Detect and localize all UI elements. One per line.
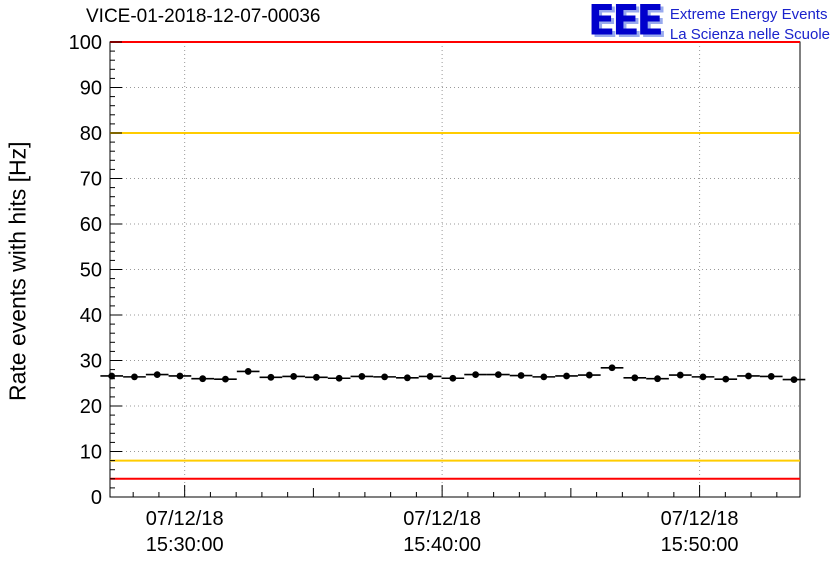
data-point bbox=[403, 374, 411, 382]
y-tick-label: 90 bbox=[80, 78, 102, 100]
data-point bbox=[335, 374, 343, 382]
data-point bbox=[244, 368, 252, 375]
data-point bbox=[472, 371, 479, 379]
y-tick-label: 60 bbox=[80, 214, 102, 236]
data-point bbox=[631, 374, 639, 382]
data-point bbox=[199, 375, 207, 383]
y-tick-label: 70 bbox=[80, 169, 102, 191]
eee-logo: EEE Extreme Energy Events La Scienza nel… bbox=[587, 0, 830, 46]
data-point bbox=[745, 372, 752, 380]
y-tick-label: 0 bbox=[91, 487, 102, 509]
y-tick-label: 20 bbox=[80, 396, 102, 418]
data-point bbox=[767, 373, 775, 380]
x-tick-time: 15:40:00 bbox=[403, 534, 481, 556]
data-point bbox=[290, 373, 298, 380]
data-point bbox=[358, 373, 366, 380]
eee-logo-acronym: EEE bbox=[587, 0, 664, 46]
eee-logo-text: Extreme Energy Events La Scienza nelle S… bbox=[670, 2, 830, 46]
x-tick-time: 15:50:00 bbox=[661, 534, 739, 556]
x-tick-date: 07/12/18 bbox=[146, 508, 224, 530]
data-point bbox=[540, 373, 548, 381]
data-point bbox=[176, 372, 184, 380]
axis-ticks bbox=[110, 41, 778, 498]
data-point bbox=[517, 372, 525, 379]
data-point bbox=[153, 371, 161, 379]
y-tick-label: 100 bbox=[69, 32, 102, 54]
x-tick-date: 07/12/18 bbox=[403, 508, 481, 530]
data-point bbox=[563, 372, 570, 380]
data-point bbox=[267, 373, 275, 381]
plot-title: VICE-01-2018-12-07-00036 bbox=[86, 6, 321, 27]
data-point bbox=[222, 375, 229, 383]
data-point bbox=[108, 372, 116, 380]
data-series-rate-events-with-hits bbox=[100, 364, 806, 384]
data-point bbox=[699, 373, 707, 381]
data-point bbox=[131, 373, 138, 381]
data-point bbox=[494, 371, 502, 379]
data-point bbox=[790, 376, 798, 384]
tick-labels: 0 10 20 30 40 50 60 70 80 90 100 07/12/18 15:30:00 07… bbox=[69, 32, 739, 556]
data-point bbox=[608, 364, 616, 372]
y-tick-label: 50 bbox=[80, 260, 102, 282]
y-tick-label: 10 bbox=[80, 442, 102, 464]
x-tick-time: 15:30:00 bbox=[146, 534, 224, 556]
data-point bbox=[676, 371, 684, 379]
data-point bbox=[654, 375, 661, 383]
y-tick-label: 40 bbox=[80, 305, 102, 327]
data-point bbox=[312, 373, 320, 381]
data-point bbox=[381, 373, 389, 381]
grid-lines bbox=[110, 42, 800, 497]
data-point bbox=[722, 375, 730, 383]
threshold-lines bbox=[110, 41, 800, 480]
y-tick-label: 30 bbox=[80, 351, 102, 373]
eee-logo-line2: La Scienza nelle Scuole bbox=[669, 26, 830, 44]
data-point bbox=[449, 374, 457, 382]
eee-logo-line1: Extreme Energy Events bbox=[669, 6, 828, 23]
x-tick-date: 07/12/18 bbox=[661, 508, 739, 530]
data-point bbox=[585, 371, 593, 379]
data-point bbox=[426, 373, 434, 380]
y-tick-label: 80 bbox=[80, 123, 102, 145]
